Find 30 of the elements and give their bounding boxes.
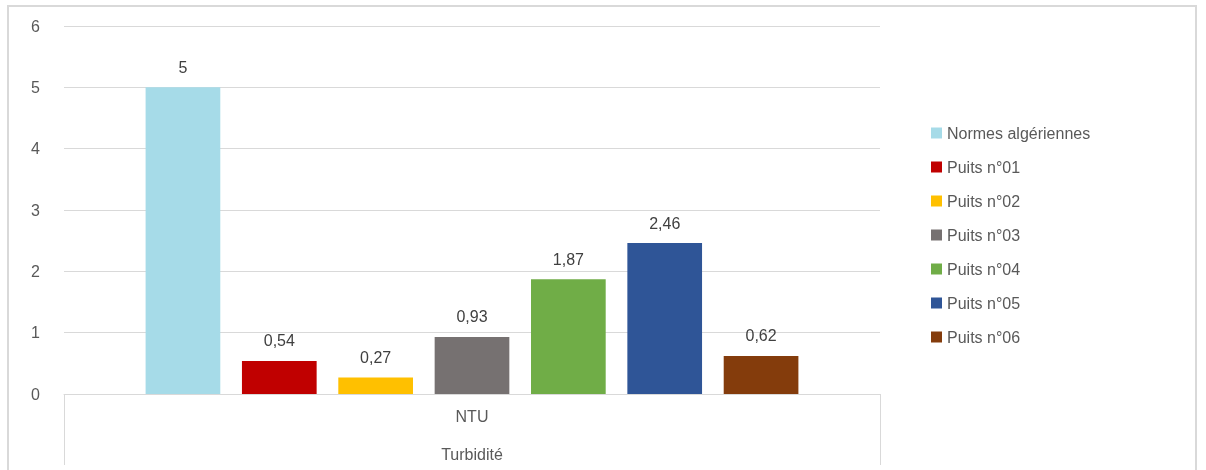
data-label: 1,87 — [552, 250, 585, 268]
legend-label: Puits n°01 — [947, 158, 1021, 176]
data-label: 0,62 — [745, 327, 777, 345]
bar — [723, 355, 799, 394]
y-tick-label: 6 — [31, 17, 41, 35]
y-tick-label: 0 — [31, 385, 41, 403]
legend-label: Puits n°05 — [947, 294, 1021, 312]
y-tick-label: 1 — [31, 324, 41, 342]
data-label: 5 — [178, 58, 188, 76]
bar — [338, 377, 413, 394]
legend-label: Puits n°03 — [947, 226, 1021, 244]
data-label: 2,46 — [649, 214, 681, 232]
y-tick-label: 5 — [31, 78, 41, 96]
data-label: 0,93 — [456, 308, 488, 326]
bar — [531, 279, 606, 394]
y-tick-label: 4 — [31, 140, 41, 158]
bar — [434, 336, 510, 394]
y-tick-label: 3 — [31, 201, 41, 219]
data-label: 0,54 — [263, 332, 295, 350]
data-label: 0,27 — [360, 348, 392, 366]
y-tick-label: 2 — [31, 262, 41, 280]
legend-label: Puits n°04 — [947, 260, 1021, 278]
legend-label: Normes algériennes — [947, 124, 1091, 142]
legend-label: Puits n°02 — [947, 192, 1021, 210]
x-tick-label: NTU — [455, 407, 489, 425]
bar — [241, 360, 317, 394]
x-axis-title: Turbidité — [441, 445, 503, 463]
bar — [627, 243, 703, 394]
legend-label: Puits n°06 — [947, 328, 1021, 346]
bar — [145, 87, 221, 394]
